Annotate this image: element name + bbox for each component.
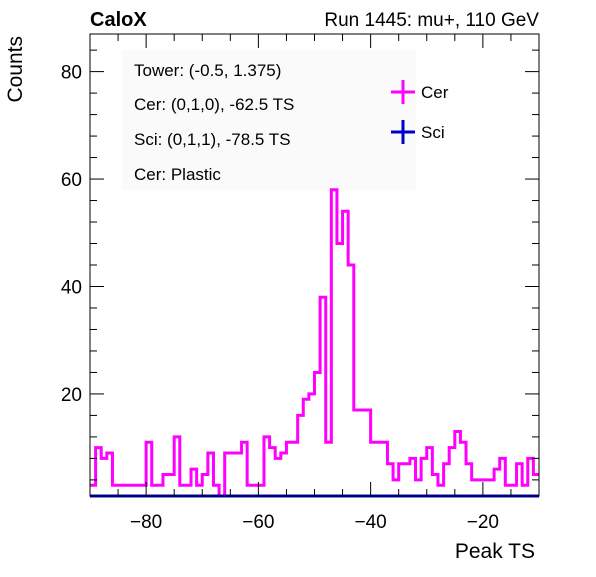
tick-layer: −80 −60 −40 −20 20 40 60 80 [61, 34, 540, 533]
y-tick-label: 60 [61, 170, 82, 191]
y-tick-label: 20 [61, 385, 82, 406]
x-axis-title: Peak TS [455, 540, 535, 563]
x-tick-label: −60 [242, 512, 274, 533]
annotation-cer-material: Cer: Plastic [134, 165, 221, 184]
annotation-cer-channel: Cer: (0,1,0), -62.5 TS [134, 95, 294, 114]
legend-cer-label: Cer [421, 83, 449, 102]
series-cer-histogram [90, 188, 539, 498]
series-layer [90, 188, 539, 498]
y-axis-title: Counts [4, 36, 27, 103]
y-tick-label: 40 [61, 277, 82, 298]
y-tick-label: 80 [61, 63, 82, 84]
legend: Cer Sci [391, 80, 449, 144]
x-tick-label: −20 [467, 512, 499, 533]
annotation-tower: Tower: (-0.5, 1.375) [134, 61, 281, 80]
experiment-label: CaloX [90, 9, 147, 31]
annotation-box [122, 50, 416, 190]
legend-sci-label: Sci [421, 123, 445, 142]
annotation-sci-channel: Sci: (0,1,1), -78.5 TS [134, 130, 291, 149]
x-tick-label: −80 [130, 512, 162, 533]
x-tick-label: −40 [355, 512, 387, 533]
run-info-label: Run 1445: mu+, 110 GeV [324, 10, 539, 31]
